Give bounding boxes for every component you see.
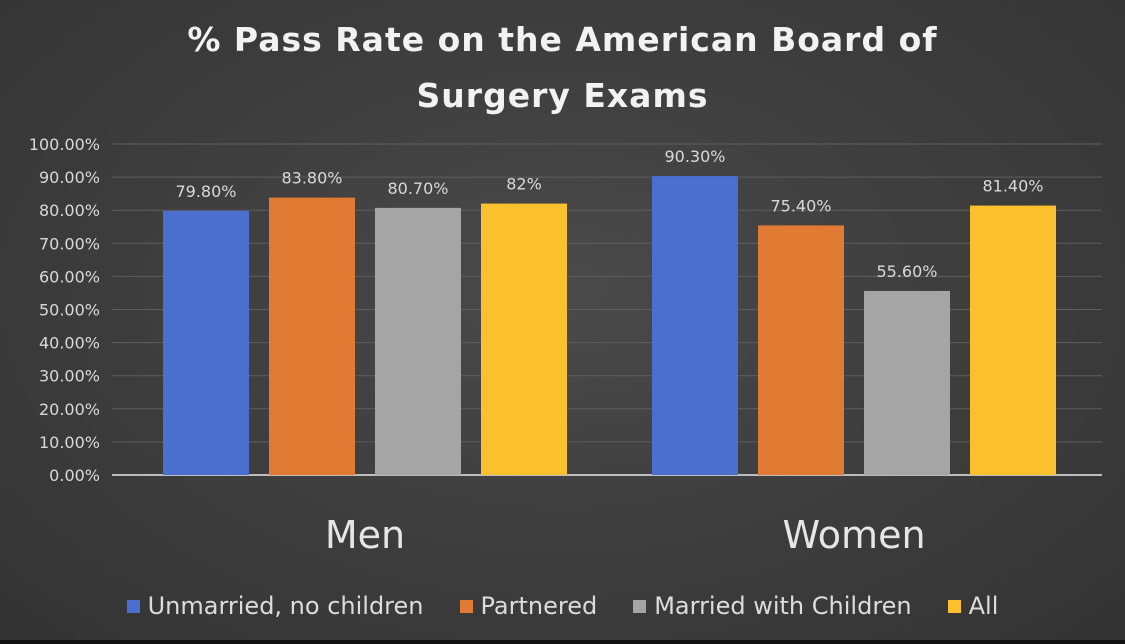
y-tick-label: 70.00% bbox=[39, 234, 100, 253]
y-tick-label: 80.00% bbox=[39, 201, 100, 220]
category-label-men: Men bbox=[325, 513, 405, 557]
legend-item-partnered: Partnered bbox=[459, 592, 598, 620]
bar-women-partnered bbox=[758, 225, 844, 475]
legend-label-partnered: Partnered bbox=[480, 592, 598, 620]
value-label-men-all: 82% bbox=[506, 175, 542, 194]
bottom-edge bbox=[0, 640, 1125, 644]
y-tick-label: 30.00% bbox=[39, 367, 100, 386]
y-tick-label: 40.00% bbox=[39, 334, 100, 353]
y-tick-label: 10.00% bbox=[39, 433, 100, 452]
legend-swatch-married-with-children bbox=[633, 599, 647, 613]
value-label-men-unmarried-no-children: 79.80% bbox=[175, 182, 236, 201]
legend-item-unmarried-no-children: Unmarried, no children bbox=[126, 592, 424, 620]
bar-women-all bbox=[970, 205, 1056, 476]
y-tick-label: 50.00% bbox=[39, 301, 100, 320]
value-label-women-married-with-children: 55.60% bbox=[876, 262, 937, 281]
value-label-men-married-with-children: 80.70% bbox=[387, 179, 448, 198]
legend-label-married-with-children: Married with Children bbox=[654, 592, 912, 620]
chart-title-line-2: Surgery Exams bbox=[416, 76, 709, 115]
bar-women-married-with-children bbox=[864, 290, 950, 475]
legend-item-all: All bbox=[947, 592, 999, 620]
y-tick-label: 90.00% bbox=[39, 168, 100, 187]
bar-men-all bbox=[481, 203, 567, 475]
y-tick-label: 20.00% bbox=[39, 400, 100, 419]
value-label-women-partnered: 75.40% bbox=[770, 196, 831, 215]
chart-title-line-1: % Pass Rate on the American Board of bbox=[187, 20, 938, 59]
y-tick-label: 0.00% bbox=[49, 466, 100, 485]
bar-men-unmarried-no-children bbox=[163, 210, 249, 475]
value-label-women-all: 81.40% bbox=[982, 177, 1043, 196]
bar-men-married-with-children bbox=[375, 207, 461, 475]
chart-legend: Unmarried, no children Partnered Married… bbox=[0, 586, 1125, 626]
legend-swatch-unmarried-no-children bbox=[126, 599, 140, 613]
legend-swatch-partnered bbox=[459, 599, 473, 613]
y-tick-label: 60.00% bbox=[39, 267, 100, 286]
legend-item-married-with-children: Married with Children bbox=[633, 592, 912, 620]
legend-label-unmarried-no-children: Unmarried, no children bbox=[147, 592, 424, 620]
y-tick-label: 100.00% bbox=[29, 135, 100, 154]
value-label-men-partnered: 83.80% bbox=[281, 169, 342, 188]
chart-title: % Pass Rate on the American Board of Sur… bbox=[0, 12, 1125, 124]
legend-label-all: All bbox=[968, 592, 999, 620]
bar-men-partnered bbox=[269, 197, 355, 475]
category-label-women: Women bbox=[782, 513, 925, 557]
value-label-women-unmarried-no-children: 90.30% bbox=[664, 147, 725, 166]
bar-women-unmarried-no-children bbox=[652, 176, 738, 475]
legend-swatch-all bbox=[947, 599, 961, 613]
